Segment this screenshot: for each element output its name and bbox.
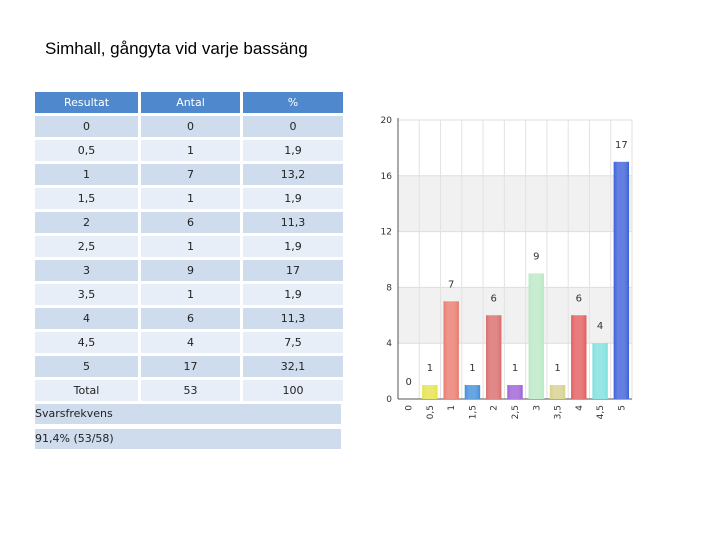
table-row: 3,5 1 1,9 — [35, 284, 343, 305]
data-label: 0 — [405, 377, 411, 388]
table-cell: 11,3 — [240, 308, 343, 329]
x-tick-label: 2,5 — [511, 405, 521, 419]
data-label: 1 — [512, 363, 518, 374]
x-tick-label: 4 — [575, 405, 585, 411]
data-label: 6 — [576, 293, 582, 304]
table-cell: 0 — [138, 116, 240, 137]
table-cell: 1 — [35, 164, 138, 185]
table-cell: 7 — [138, 164, 240, 185]
table-row: 5 17 32,1 — [35, 356, 343, 377]
table-row: 2 6 11,3 — [35, 212, 343, 233]
table-cell: 6 — [138, 212, 240, 233]
table-cell: % — [240, 92, 343, 113]
data-label: 17 — [615, 140, 628, 151]
bar-highlight — [443, 301, 459, 399]
table-row: 3 9 17 — [35, 260, 343, 281]
y-tick-label: 12 — [381, 228, 392, 238]
bar-highlight — [528, 273, 544, 399]
table-cell: 11,3 — [240, 212, 343, 233]
table-cell: 1 — [138, 236, 240, 257]
data-label: 4 — [597, 321, 603, 332]
results-table: Resultat Antal% 0 0 0 0,5 1 1,9 1 7 13,2 1,5 1 1,9 2 6 1… — [35, 89, 343, 404]
bar-highlight — [549, 385, 566, 399]
x-tick-label: 1 — [447, 405, 457, 411]
bar-highlight — [464, 385, 481, 399]
table-cell: 0 — [35, 116, 138, 137]
response-rate-value: 91,4% (53/58) — [35, 429, 341, 449]
table-row: 4,5 4 7,5 — [35, 332, 343, 353]
table-cell: 17 — [138, 356, 240, 377]
table-cell: 1,5 — [35, 188, 138, 209]
table-cell: 1,9 — [240, 140, 343, 161]
data-label: 6 — [491, 293, 497, 304]
x-tick-label: 0,5 — [426, 405, 436, 419]
x-tick-label: 2 — [490, 405, 500, 411]
bar-highlight — [592, 343, 608, 399]
grid-band — [398, 175, 632, 232]
y-tick-label: 4 — [386, 339, 392, 349]
x-tick-label: 5 — [617, 405, 627, 411]
table-cell: 6 — [138, 308, 240, 329]
response-rate-label: Svarsfrekvens — [35, 404, 341, 424]
table-cell: 17 — [240, 260, 343, 281]
table-cell: 4 — [138, 332, 240, 353]
table-cell: 5 — [35, 356, 138, 377]
table-cell: 9 — [138, 260, 240, 281]
table-cell: 2 — [35, 212, 138, 233]
table-cell: Total — [35, 380, 138, 401]
table-row: 1 7 13,2 — [35, 164, 343, 185]
table-cell: 1 — [138, 284, 240, 305]
bar-highlight — [422, 385, 438, 399]
table-cell: 1 — [138, 188, 240, 209]
table-cell: 1,9 — [240, 236, 343, 257]
table-cell: Antal — [138, 92, 240, 113]
x-tick-label: 0 — [405, 405, 415, 411]
table-row: 1,5 1 1,9 — [35, 188, 343, 209]
table-cell: 4,5 — [35, 332, 138, 353]
table-cell: 7,5 — [240, 332, 343, 353]
table-cell: Resultat — [35, 92, 138, 113]
table-cell: 53 — [138, 380, 240, 401]
page-title: Simhall, gångyta vid varje bassäng — [45, 39, 308, 58]
bar-highlight — [507, 385, 523, 399]
data-label: 9 — [533, 251, 539, 262]
y-tick-label: 8 — [386, 283, 392, 293]
table-cell: 13,2 — [240, 164, 343, 185]
bar-highlight — [571, 315, 587, 399]
table-cell: 1,9 — [240, 188, 343, 209]
y-tick-label: 20 — [381, 116, 393, 126]
table-cell: 0 — [240, 116, 343, 137]
x-tick-label: 3,5 — [554, 405, 564, 419]
table-cell: 100 — [240, 380, 343, 401]
x-tick-label: 1,5 — [468, 405, 478, 419]
grid-band — [398, 287, 632, 344]
table-cell: 3,5 — [35, 284, 138, 305]
bar-highlight — [613, 161, 630, 399]
y-tick-label: 16 — [381, 172, 393, 182]
y-tick-label: 0 — [386, 395, 392, 405]
bar-highlight — [486, 315, 502, 399]
table-row: 4 6 11,3 — [35, 308, 343, 329]
table-row: 0,5 1 1,9 — [35, 140, 343, 161]
table-cell: 2,5 — [35, 236, 138, 257]
x-tick-label: 3 — [532, 405, 542, 411]
bar-chart: 0 4 8 12 16 20 0 0 1 0,5 7 1 1 1,5 6 2 1 2,5 9 3 1 3,5 6 4 4 4,5 1… — [381, 116, 633, 419]
table-cell: 3 — [35, 260, 138, 281]
data-label: 1 — [554, 363, 560, 374]
table-total-row: Total 53 100 — [35, 380, 343, 401]
table-cell: 1,9 — [240, 284, 343, 305]
table-cell: 32,1 — [240, 356, 343, 377]
data-label: 1 — [427, 363, 433, 374]
x-tick-label: 4,5 — [596, 405, 606, 419]
table-cell: 1 — [138, 140, 240, 161]
table-cell: 0,5 — [35, 140, 138, 161]
data-label: 7 — [448, 279, 454, 290]
table-cell: 4 — [35, 308, 138, 329]
data-label: 1 — [469, 363, 475, 374]
table-row: 2,5 1 1,9 — [35, 236, 343, 257]
table-header-row: Resultat Antal% — [35, 92, 343, 113]
